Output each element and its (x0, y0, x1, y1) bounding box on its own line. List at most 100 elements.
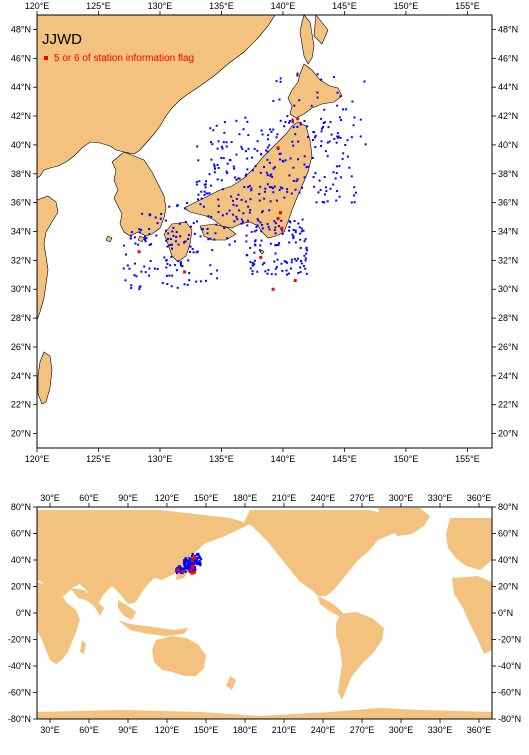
world-x-tick-label: 330°E (428, 493, 453, 503)
world-y-tick-label: 40°N (498, 555, 518, 565)
station-dot (291, 140, 294, 143)
station-dot (193, 232, 196, 235)
station-dot (312, 176, 315, 179)
station-dot (217, 204, 220, 207)
station-dot (290, 192, 293, 195)
station-dot (257, 219, 260, 222)
world-station-dot (195, 562, 198, 565)
greenland (378, 508, 430, 536)
central-america (318, 596, 344, 616)
station-dot (353, 116, 356, 119)
x-tick-label: 135°E (209, 1, 234, 11)
station-dot (272, 128, 275, 131)
world-station-dot (189, 566, 192, 569)
x-tick-label: 135°E (209, 454, 234, 464)
station-dot (253, 263, 256, 266)
station-dot (189, 250, 192, 253)
station-dot (342, 152, 345, 155)
station-dot (332, 183, 335, 186)
station-dot (254, 239, 257, 242)
station-dot (296, 74, 299, 77)
station-dot (266, 272, 269, 275)
station-dot (269, 174, 272, 177)
station-dot (247, 186, 250, 189)
station-dot (290, 261, 293, 264)
world-x-tick-label: 270°E (350, 493, 375, 503)
station-dot (245, 240, 248, 243)
station-dot (320, 127, 323, 130)
station-dot (323, 121, 326, 124)
world-station-dot (191, 552, 194, 555)
station-dot (315, 201, 318, 204)
station-dot (243, 186, 246, 189)
station-dot (275, 244, 278, 247)
station-dot (306, 249, 309, 252)
station-dot (255, 225, 258, 228)
station-dot (222, 157, 225, 160)
station-dot (335, 165, 338, 168)
world-station-dot (184, 562, 187, 565)
world-flagged-station-dot (190, 558, 194, 562)
station-dot (164, 219, 167, 222)
world-station-markers (175, 552, 203, 575)
station-dot (220, 145, 223, 148)
station-dot (167, 232, 170, 235)
station-dot (170, 255, 173, 258)
station-dot (303, 240, 306, 243)
station-dot (200, 227, 203, 230)
world-station-dot (194, 569, 197, 572)
south-america (336, 612, 384, 700)
station-dot (273, 166, 276, 169)
world-station-dot (199, 561, 202, 564)
station-dot (269, 200, 272, 203)
station-dot (236, 218, 239, 221)
station-dot (304, 259, 307, 262)
station-dot (204, 183, 207, 186)
station-dot (241, 148, 244, 151)
station-dot (233, 220, 236, 223)
station-dot (275, 80, 278, 83)
station-dot (171, 274, 174, 277)
world-station-dot (187, 565, 190, 568)
station-dot (281, 269, 284, 272)
station-dot (258, 199, 261, 202)
station-dot (170, 243, 173, 246)
station-dot (281, 229, 284, 232)
station-dot (292, 126, 295, 129)
world-x-tick-label: 300°E (389, 493, 414, 503)
station-dot (176, 204, 179, 207)
world-station-dot (183, 560, 186, 563)
station-dot (338, 165, 341, 168)
station-dot (170, 285, 173, 288)
x-tick-label: 145°E (332, 1, 357, 11)
station-dot (235, 153, 238, 156)
station-dot (209, 264, 212, 267)
station-dot (273, 260, 276, 263)
station-dot (225, 212, 228, 215)
africa-east (452, 576, 492, 654)
station-dot (259, 221, 262, 224)
station-dot (230, 141, 233, 144)
station-markers (122, 72, 367, 291)
station-dot (145, 237, 148, 240)
station-dot (165, 259, 168, 262)
station-dot (272, 191, 275, 194)
station-dot (274, 226, 277, 229)
station-dot (250, 230, 253, 233)
station-dot (260, 152, 263, 155)
station-dot (251, 270, 254, 273)
station-dot (134, 242, 137, 245)
station-dot (225, 141, 228, 144)
station-dot (299, 271, 302, 274)
station-dot (266, 150, 269, 153)
world-x-tick-label: 120°E (155, 725, 180, 735)
station-dot (259, 171, 262, 174)
world-station-dot (197, 561, 200, 564)
station-dot (164, 229, 167, 232)
station-dot (179, 261, 182, 264)
station-dot (130, 231, 133, 234)
station-dot (143, 235, 146, 238)
station-dot (295, 180, 298, 183)
station-dot (350, 136, 353, 139)
